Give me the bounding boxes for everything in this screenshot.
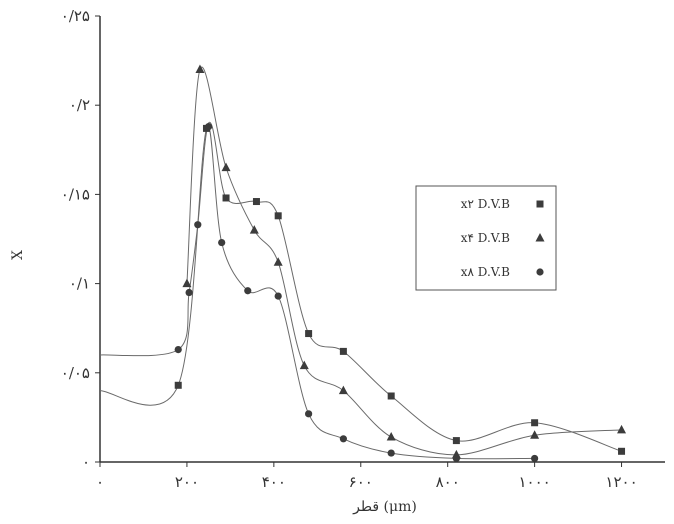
y-tick-label: ۰/۰۵: [61, 364, 90, 382]
series-2-point: [195, 64, 205, 74]
series-1-point: [252, 198, 260, 206]
series-3-point: [274, 292, 282, 300]
x-axis-title: قطر (μm): [352, 499, 417, 515]
legend: x۲ D.V.B x۴ D.V.B x۸ D.V.B: [415, 185, 557, 291]
y-tick-label: ۰/۲: [69, 96, 90, 114]
axes: [99, 16, 665, 463]
series-3-point: [174, 346, 182, 354]
series-3-point: [387, 449, 395, 457]
series-1-point: [531, 419, 539, 427]
series-3-point: [185, 288, 193, 297]
legend-box: [415, 185, 557, 291]
legend-marker-3: [536, 268, 544, 276]
series-2-point: [182, 278, 192, 288]
series-3-point: [305, 410, 313, 418]
series-1-point: [339, 347, 347, 355]
series-3-point: [452, 454, 460, 463]
y-tick-label: ۰/۲۵: [61, 7, 90, 25]
x-tick-label: ۱۰۰۰: [518, 473, 550, 491]
series-2-point: [530, 430, 540, 439]
series-3-point: [244, 287, 252, 295]
legend-label-1: x۲ D.V.B: [461, 197, 510, 211]
series-3-point: [205, 123, 213, 131]
series-1-point: [305, 330, 313, 338]
y-axis-title: X: [10, 250, 26, 260]
series-1-point: [222, 194, 230, 202]
x-tick-label: ۱۲۰۰: [605, 473, 637, 491]
series-2-point: [617, 424, 627, 434]
series-2-point: [386, 432, 396, 441]
x-tick-label: ۴۰۰: [262, 473, 286, 491]
y-tick-label: ۰/۱۵: [61, 185, 90, 203]
series-2-point: [273, 257, 283, 266]
series-2-point: [221, 162, 231, 172]
x-tick-label: ۰: [96, 473, 104, 491]
ticks: ۰ ۰/۰۵ ۰/۱ ۰/۱۵ ۰/۲ ۰/۲۵ ۰ ۲۰۰ ۴۰۰ ۶۰۰ ۸۰۰ ۱۰۰۰ ۱۲۰۰: [61, 7, 638, 491]
legend-label-3: x۸ D.V.B: [461, 265, 510, 279]
series-3-point: [339, 435, 347, 443]
series-2-point: [338, 385, 348, 395]
y-tick-label: ۰/۱: [69, 275, 90, 293]
series-1-point: [452, 437, 460, 445]
series-2-point: [249, 225, 259, 234]
legend-marker-1: [536, 200, 544, 208]
legend-entries: x۲ D.V.B x۴ D.V.B x۸ D.V.B: [461, 197, 545, 279]
x-tick-label: ۸۰۰: [436, 473, 460, 491]
series-1-point: [387, 392, 395, 400]
series-line-2: [186, 66, 622, 456]
series-3-point: [218, 238, 226, 247]
legend-marker-2: [535, 233, 545, 242]
series-line-3: [99, 126, 535, 460]
legend-label-2: x۴ D.V.B: [461, 231, 510, 245]
series-2-point: [299, 360, 309, 370]
series-1-point: [174, 381, 182, 389]
x-tick-label: ۲۰۰: [175, 473, 199, 491]
y-tick-label: ۰: [82, 453, 90, 471]
x-tick-label: ۶۰۰: [349, 473, 373, 491]
series-3-point: [194, 221, 202, 229]
series-1-point: [274, 212, 282, 220]
series-3-point: [531, 454, 539, 463]
series-markers: [174, 64, 627, 463]
series-1-point: [618, 447, 626, 455]
